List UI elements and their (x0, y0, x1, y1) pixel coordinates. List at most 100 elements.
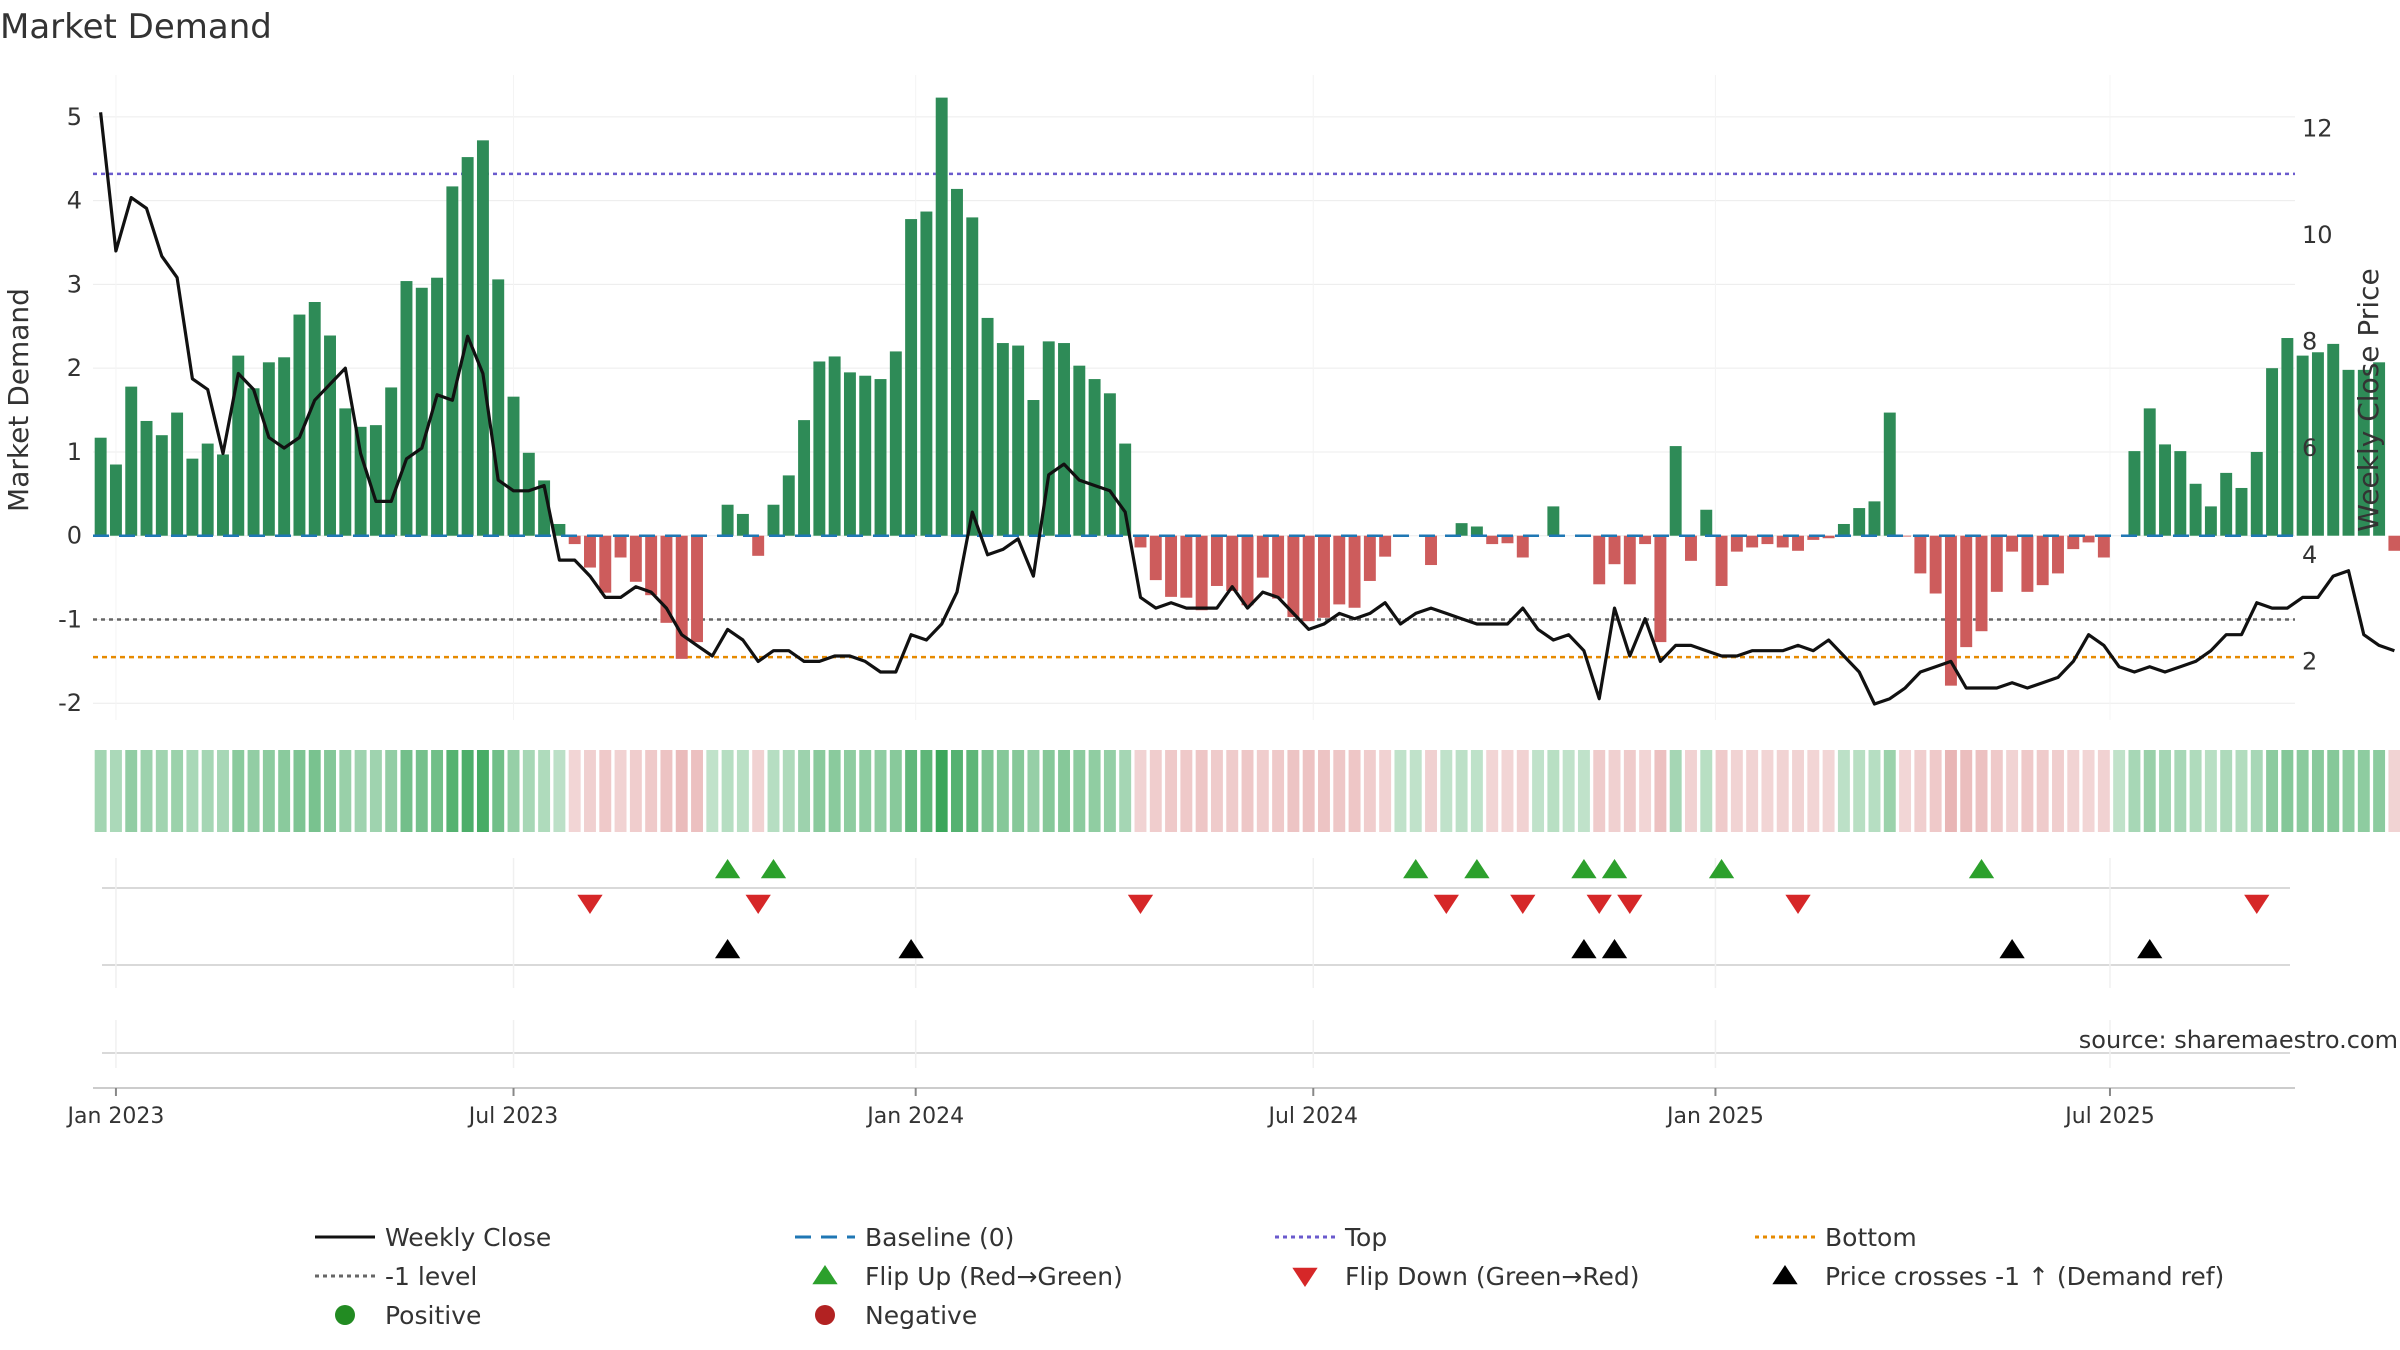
heat-cell (2097, 750, 2110, 832)
heat-cell (2006, 750, 2019, 832)
heat-cell (1042, 750, 1055, 832)
bar-negative (1822, 535, 1835, 539)
heat-cell (1577, 750, 1590, 832)
heat-cell (584, 750, 596, 832)
heat-cell (354, 750, 367, 832)
y-tick-label: 0 (67, 522, 82, 550)
bar-negative (752, 535, 765, 556)
heat-cell (1348, 750, 1361, 832)
bar-negative (2097, 535, 2110, 558)
bar-positive (935, 97, 948, 536)
heat-cell (232, 750, 245, 832)
legend-label: Negative (865, 1301, 977, 1330)
bar-positive (1853, 508, 1866, 536)
bar-positive (431, 277, 444, 536)
heat-cell (94, 750, 107, 832)
heat-cell (1058, 750, 1070, 832)
flip-up-marker (1403, 859, 1429, 879)
legend-swatch (335, 1305, 355, 1325)
heat-cell (1639, 750, 1652, 832)
source-credit: source: sharemaestro.com (2079, 1026, 2398, 1054)
heat-cell (614, 750, 627, 832)
bar-negative (1593, 535, 1606, 585)
bar-negative (1639, 535, 1652, 545)
bar-positive (2128, 451, 2141, 536)
x-tick-label: Jan 2024 (865, 1104, 964, 1129)
bar-positive (2159, 444, 2171, 536)
bar-positive (217, 454, 229, 536)
heat-cell (2082, 750, 2095, 832)
heat-cell (431, 750, 444, 832)
bar-positive (369, 425, 382, 536)
heat-cell (1073, 750, 1086, 832)
bar-positive (1073, 365, 1086, 536)
heat-cell (951, 750, 963, 832)
bar-positive (186, 458, 199, 536)
bar-positive (767, 504, 780, 536)
bar-negative (1746, 535, 1759, 548)
heat-cell (1746, 750, 1759, 832)
bar-positive (1058, 343, 1070, 536)
heat-cell (2159, 750, 2171, 832)
flip-up-marker (1968, 859, 1995, 879)
bar-positive (2204, 506, 2217, 536)
bar-negative (1776, 535, 1789, 548)
heat-cell (798, 750, 811, 832)
legend-label: Positive (385, 1301, 481, 1330)
legend-label: Bottom (1825, 1223, 1917, 1252)
bar-positive (2357, 369, 2370, 536)
bar-negative (614, 535, 627, 558)
bar-positive (966, 217, 979, 536)
bar-positive (1103, 393, 1116, 536)
bar-positive (1883, 412, 1896, 536)
bar-negative (2036, 535, 2049, 586)
heat-cell (935, 750, 948, 832)
bar-positive (109, 464, 122, 536)
bar-positive (889, 351, 902, 536)
flip-up-marker (1708, 859, 1735, 879)
y-tick-label: 2 (67, 354, 82, 382)
heat-cell (1899, 750, 1912, 832)
bar-positive (94, 437, 107, 536)
heat-cell (1256, 750, 1269, 832)
heat-cell (2174, 750, 2187, 832)
heat-cell (1776, 750, 1789, 832)
heat-cell (1700, 750, 1713, 832)
bar-positive (2174, 451, 2187, 536)
price-cross-marker (898, 939, 924, 959)
heat-cell (415, 750, 428, 832)
bar-positive (293, 314, 306, 536)
y-tick-label: -2 (58, 689, 82, 717)
bar-negative (1501, 535, 1514, 544)
heat-cell (645, 750, 658, 832)
heat-cell (767, 750, 780, 832)
bar-positive (736, 513, 749, 536)
heat-cell (782, 750, 795, 832)
heat-cell (2311, 750, 2324, 832)
heat-cell (293, 750, 306, 832)
heat-cell (889, 750, 902, 832)
bar-positive (1547, 506, 1560, 536)
heat-cell (446, 750, 459, 832)
bar-negative (1975, 535, 1988, 632)
bar-positive (859, 375, 872, 536)
heat-cell (2189, 750, 2202, 832)
y2-tick-label: 8 (2302, 328, 2317, 356)
heat-cell (1486, 750, 1499, 832)
y-tick-label: 1 (67, 438, 82, 466)
bar-positive (385, 387, 398, 536)
bar-negative (1180, 535, 1193, 598)
bar-negative (1302, 535, 1315, 622)
bar-negative (1761, 535, 1774, 545)
heat-cell (522, 750, 535, 832)
heat-cell (186, 750, 199, 832)
bar-positive (1455, 523, 1468, 536)
bar-positive (553, 523, 566, 536)
heat-cell (1195, 750, 1208, 832)
heat-cell (859, 750, 872, 832)
bar-positive (446, 186, 459, 536)
bar-positive (1027, 400, 1040, 536)
bar-negative (1379, 535, 1392, 557)
heat-cell (1302, 750, 1315, 832)
bar-positive (232, 355, 245, 536)
